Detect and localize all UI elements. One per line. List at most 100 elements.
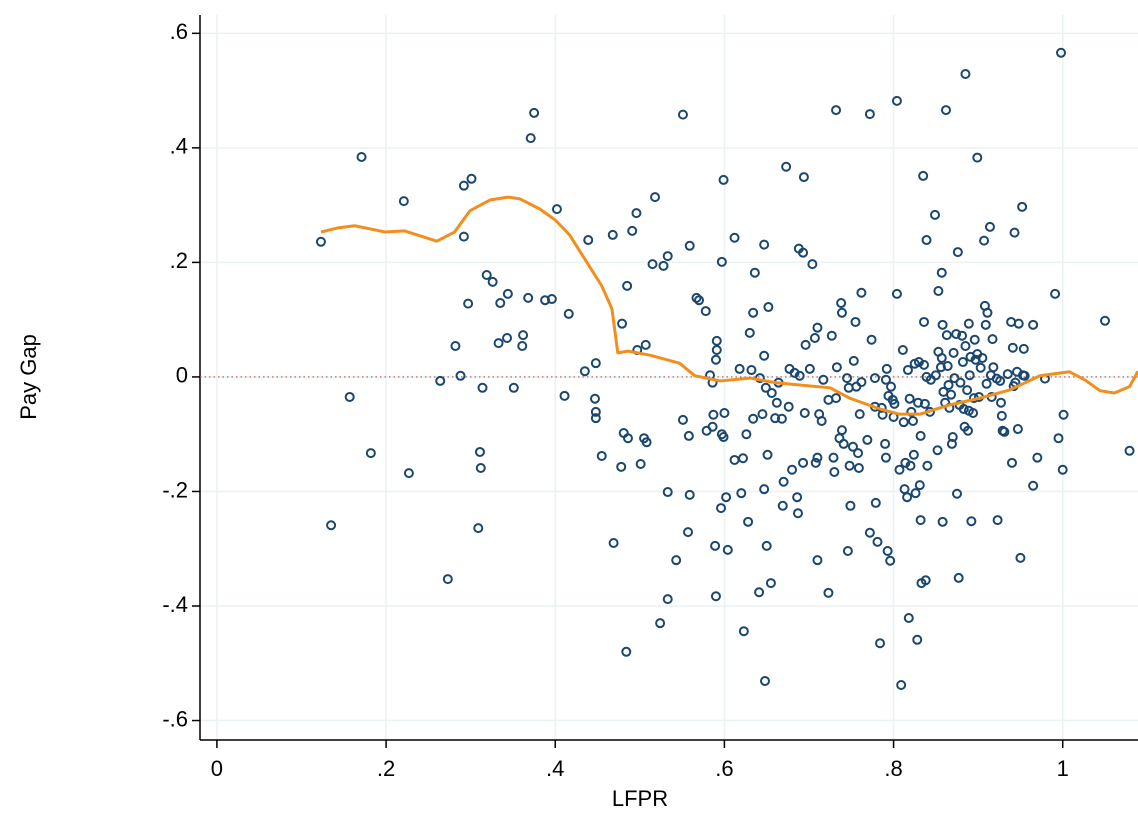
point: [517, 341, 528, 352]
point: [807, 259, 818, 270]
point: [677, 109, 688, 120]
point: [683, 527, 694, 538]
point: [915, 515, 926, 526]
point: [781, 161, 792, 172]
point: [1009, 227, 1020, 238]
point: [743, 516, 754, 527]
point: [915, 430, 926, 441]
point: [960, 68, 971, 79]
point: [798, 457, 809, 468]
point: [481, 269, 492, 280]
point: [495, 298, 506, 309]
point: [748, 413, 759, 424]
point: [621, 646, 632, 657]
point: [854, 409, 865, 420]
point: [981, 378, 992, 389]
x-tick-label: 0: [211, 756, 223, 781]
point: [1007, 342, 1018, 353]
point: [502, 332, 513, 343]
point: [1058, 409, 1069, 420]
point: [988, 362, 999, 373]
point: [958, 403, 969, 414]
point: [906, 406, 917, 417]
x-tick-label: .2: [377, 756, 395, 781]
point: [842, 373, 853, 384]
point: [759, 350, 770, 361]
point: [502, 288, 513, 299]
point: [710, 591, 721, 602]
point: [836, 425, 847, 436]
point: [980, 319, 991, 330]
point: [864, 527, 875, 538]
point: [765, 578, 776, 589]
point: [913, 397, 924, 408]
point: [770, 413, 781, 424]
point: [771, 397, 782, 408]
point: [458, 231, 469, 242]
point: [718, 432, 729, 443]
point: [647, 259, 658, 270]
point: [655, 618, 666, 629]
point: [828, 452, 839, 463]
point: [738, 453, 749, 464]
point: [946, 438, 957, 449]
point: [523, 292, 534, 303]
point: [403, 468, 414, 479]
point: [1006, 457, 1017, 468]
point: [996, 410, 1007, 421]
point: [529, 107, 540, 118]
point: [885, 555, 896, 566]
point: [810, 457, 821, 468]
point: [829, 466, 840, 477]
point: [799, 408, 810, 419]
point: [910, 488, 921, 499]
y-tick-label: .4: [170, 134, 188, 159]
point: [936, 353, 947, 364]
point: [933, 286, 944, 297]
point: [718, 174, 729, 185]
point: [898, 417, 909, 428]
point: [847, 441, 858, 452]
point: [913, 357, 924, 368]
point: [831, 362, 842, 373]
point: [953, 572, 964, 583]
point: [856, 287, 867, 298]
point: [904, 393, 915, 404]
point: [842, 546, 853, 557]
point: [551, 204, 562, 215]
point: [596, 450, 607, 461]
point: [738, 626, 749, 637]
point: [900, 457, 911, 468]
point: [736, 488, 747, 499]
point: [947, 432, 958, 443]
point: [845, 500, 856, 511]
point: [707, 421, 718, 432]
point: [891, 95, 902, 106]
point: [995, 397, 1006, 408]
point: [766, 387, 777, 398]
point: [962, 425, 973, 436]
point: [721, 492, 732, 503]
point: [962, 385, 973, 396]
point: [792, 508, 803, 519]
point: [831, 105, 842, 116]
point: [1100, 315, 1111, 326]
point: [1013, 318, 1024, 329]
point: [1002, 369, 1013, 380]
point: [957, 330, 968, 341]
point: [1015, 552, 1026, 563]
point: [466, 173, 477, 184]
point: [748, 307, 759, 318]
point: [948, 347, 959, 358]
point: [891, 288, 902, 299]
point: [344, 391, 355, 402]
point: [616, 461, 627, 472]
point: [631, 208, 642, 219]
point: [474, 446, 485, 457]
point: [691, 292, 702, 303]
point: [823, 587, 834, 598]
point: [957, 357, 968, 368]
point: [749, 267, 760, 278]
point: [963, 318, 974, 329]
point: [882, 546, 893, 557]
